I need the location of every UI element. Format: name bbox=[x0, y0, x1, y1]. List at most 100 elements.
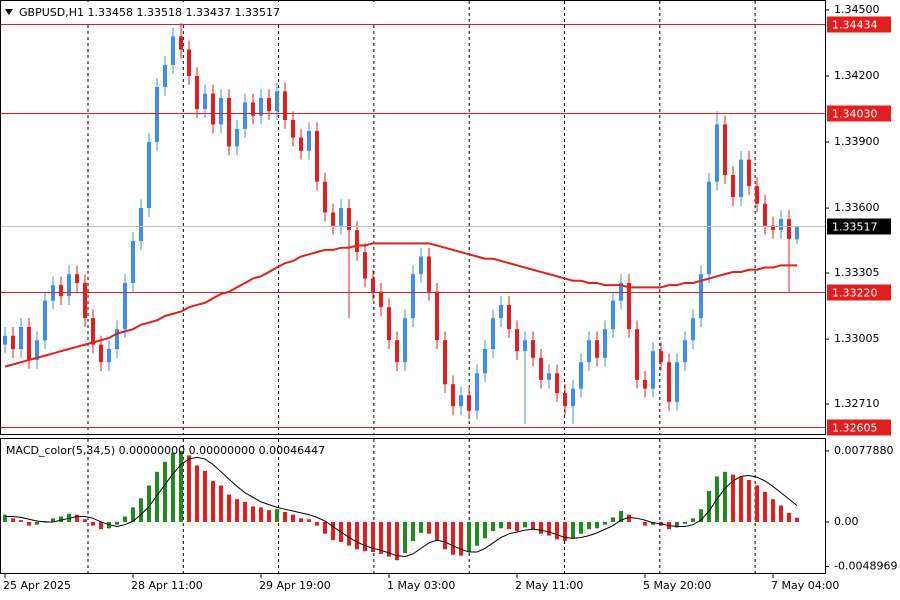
candle-body bbox=[683, 340, 687, 363]
macd-bar bbox=[723, 471, 727, 522]
candle-body bbox=[43, 300, 47, 341]
overlay: GBPUSD,H1 1.33458 1.33518 1.33437 1.3351… bbox=[2, 2, 897, 592]
macd-frame bbox=[0, 438, 826, 574]
candle-body bbox=[427, 256, 431, 292]
level-label: 1.32605 bbox=[832, 422, 878, 435]
macd-bar bbox=[211, 480, 215, 522]
candle-body bbox=[115, 329, 119, 350]
macd-bar bbox=[539, 521, 543, 534]
candle-body bbox=[123, 282, 127, 330]
candle-body bbox=[707, 181, 711, 275]
candle-body bbox=[323, 181, 327, 213]
macd-bar bbox=[267, 510, 271, 522]
candle-body bbox=[195, 75, 199, 109]
macd-buffer: 0.00000000 bbox=[189, 444, 255, 457]
candle-body bbox=[83, 282, 87, 319]
header-close: 1.33517 bbox=[234, 6, 280, 19]
macd-bar bbox=[699, 509, 703, 522]
candle-body bbox=[523, 340, 527, 352]
candle-body bbox=[355, 230, 359, 253]
macd-bar bbox=[123, 516, 127, 522]
macd-bar bbox=[203, 470, 207, 522]
candle-body bbox=[539, 357, 543, 380]
macd-bar bbox=[747, 480, 751, 522]
header-high: 1.33518 bbox=[136, 6, 182, 19]
macd-bar bbox=[283, 511, 287, 522]
macd-bar bbox=[235, 499, 239, 522]
candle-body bbox=[443, 340, 447, 385]
y-tick-label: 1.33005 bbox=[834, 332, 880, 345]
candle-body bbox=[739, 159, 743, 198]
candle-body bbox=[515, 329, 519, 352]
candle-body bbox=[163, 64, 167, 87]
macd-bar bbox=[707, 490, 711, 522]
candle-body bbox=[35, 340, 39, 361]
level-box bbox=[827, 284, 891, 301]
macd-bar bbox=[35, 521, 39, 525]
candle-body bbox=[763, 203, 767, 226]
macd-bar bbox=[771, 499, 775, 522]
candle-body bbox=[139, 208, 143, 242]
candle-body bbox=[459, 395, 463, 407]
macd-bar bbox=[787, 512, 791, 522]
candle-body bbox=[75, 274, 79, 283]
macd-title: MACD_color(5,34,5) bbox=[6, 444, 115, 457]
candle-body bbox=[203, 93, 207, 109]
macd-bar bbox=[595, 521, 599, 529]
macd-bar bbox=[475, 521, 479, 546]
marks bbox=[1, 23, 825, 561]
candle-body bbox=[251, 102, 255, 116]
macd-bar bbox=[187, 455, 191, 522]
header-low: 1.33437 bbox=[185, 6, 231, 19]
macd-bar bbox=[219, 485, 223, 522]
header-background bbox=[2, 2, 397, 22]
candle-body bbox=[219, 97, 223, 125]
candle-body bbox=[267, 97, 271, 112]
candle-body bbox=[347, 208, 351, 231]
y-tick-label: 1.33900 bbox=[834, 135, 880, 148]
macd-bar bbox=[563, 521, 567, 542]
x-tick-label: 1 May 03:00 bbox=[387, 579, 455, 592]
candle-body bbox=[747, 159, 751, 187]
macd-bar bbox=[163, 461, 167, 522]
level-box bbox=[827, 16, 891, 33]
macd-bar bbox=[643, 521, 647, 526]
candle-body bbox=[467, 395, 471, 411]
macd-bar bbox=[83, 519, 87, 522]
macd-bar bbox=[795, 517, 799, 522]
macd-bar bbox=[3, 514, 7, 522]
candle-body bbox=[259, 97, 263, 116]
macd-bar bbox=[395, 521, 399, 561]
macd-bar bbox=[227, 494, 231, 522]
candle-body bbox=[579, 362, 583, 389]
candle-body bbox=[619, 282, 623, 301]
macd-bar bbox=[411, 521, 415, 542]
x-tick-label: 29 Apr 19:00 bbox=[259, 579, 331, 592]
candle-body bbox=[731, 175, 735, 198]
y-tick-label: 1.33600 bbox=[834, 201, 880, 214]
level-label: 1.34030 bbox=[832, 108, 878, 121]
candle-body bbox=[795, 226, 799, 240]
candle-body bbox=[667, 362, 671, 402]
macd-bar bbox=[355, 521, 359, 550]
macd-bar bbox=[19, 520, 23, 522]
macd-bar bbox=[299, 518, 303, 522]
macd-bar bbox=[155, 471, 159, 522]
candle-body bbox=[411, 274, 415, 319]
macd-bar bbox=[315, 521, 319, 526]
candle-body bbox=[235, 128, 239, 147]
macd-bar bbox=[675, 521, 679, 528]
macd-bar bbox=[59, 516, 63, 522]
y-tick-label: 1.34500 bbox=[834, 3, 880, 16]
macd-bar bbox=[683, 521, 687, 524]
macd-bar bbox=[171, 452, 175, 522]
candle-body bbox=[643, 379, 647, 389]
macd-signal bbox=[5, 456, 798, 558]
candle-body bbox=[395, 340, 399, 363]
current-price-box bbox=[827, 218, 891, 235]
macd-bar bbox=[587, 521, 591, 530]
candle-body bbox=[715, 124, 719, 182]
candle-body bbox=[107, 349, 111, 363]
candle-body bbox=[435, 291, 439, 341]
candle-body bbox=[331, 212, 335, 226]
